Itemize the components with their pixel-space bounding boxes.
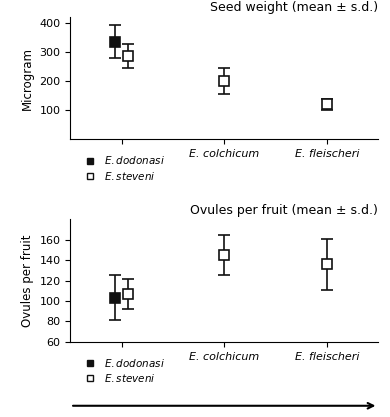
Legend: $\it{E. dodonasi}$, $\it{E. steveni}$: $\it{E. dodonasi}$, $\it{E. steveni}$ xyxy=(75,150,168,186)
Text: Ovules per fruit (mean ± s.d.): Ovules per fruit (mean ± s.d.) xyxy=(190,203,378,217)
Legend: $\it{E. dodonasi}$, $\it{E. steveni}$: $\it{E. dodonasi}$, $\it{E. steveni}$ xyxy=(75,353,168,388)
Y-axis label: Ovules per fruit: Ovules per fruit xyxy=(21,234,34,327)
Text: Seed weight (mean ± s.d.): Seed weight (mean ± s.d.) xyxy=(210,1,378,14)
Y-axis label: Microgram: Microgram xyxy=(21,47,34,110)
